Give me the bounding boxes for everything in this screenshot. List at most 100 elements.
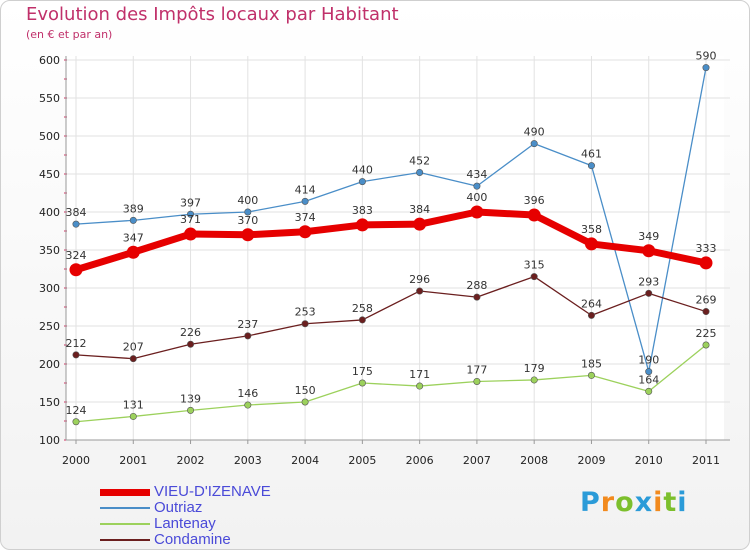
data-label: 384 [66, 206, 87, 219]
chart-title: Evolution des Impôts locaux par Habitant [26, 4, 399, 25]
data-label: 164 [638, 373, 659, 386]
y-tick-label: 600 [39, 54, 60, 67]
data-label: 185 [581, 357, 602, 370]
x-tick-label: 2006 [406, 454, 434, 467]
line-chart: 100 150 200 250 300 350 400 450 500 550 600 2000 200… [39, 50, 730, 467]
legend-swatch [100, 507, 150, 509]
x-tick-label: 2010 [635, 454, 663, 467]
data-point [473, 377, 481, 385]
data-label: 347 [123, 231, 144, 244]
y-tick-label: 100 [39, 434, 60, 447]
data-point [702, 308, 710, 316]
proxiti-logo: Proxiti [580, 487, 688, 518]
data-point [72, 220, 80, 228]
data-point [645, 368, 653, 376]
data-label: 150 [295, 384, 316, 397]
data-point [244, 332, 252, 340]
data-label: 358 [581, 223, 602, 236]
data-label: 179 [524, 362, 545, 375]
y-tick-label: 550 [39, 92, 60, 105]
data-point [416, 287, 424, 295]
data-label: 264 [581, 297, 602, 310]
data-point [584, 237, 598, 251]
data-label: 124 [66, 404, 87, 417]
data-point [301, 320, 309, 328]
x-tick-label: 2009 [577, 454, 605, 467]
x-tick-label: 2001 [119, 454, 147, 467]
data-label: 414 [295, 183, 316, 196]
data-point [129, 355, 137, 363]
data-label: 461 [581, 148, 602, 161]
data-label: 324 [66, 249, 87, 262]
data-point [416, 168, 424, 176]
y-tick-label: 150 [39, 396, 60, 409]
y-tick-label: 350 [39, 244, 60, 257]
data-point [473, 182, 481, 190]
x-tick-label: 2000 [62, 454, 90, 467]
data-point [530, 376, 538, 384]
data-label: 384 [409, 203, 430, 216]
data-label: 389 [123, 202, 144, 215]
data-point [69, 263, 83, 277]
x-tick-label: 2007 [463, 454, 491, 467]
data-label: 371 [180, 213, 201, 226]
y-tick-label: 200 [39, 358, 60, 371]
y-tick-label: 250 [39, 320, 60, 333]
logo-letter: i [653, 487, 664, 518]
data-point [587, 311, 595, 319]
data-point [642, 244, 656, 258]
series-line [74, 208, 707, 274]
y-tick-label: 450 [39, 168, 60, 181]
logo-letter: r [600, 487, 616, 518]
logo-letter: x [634, 487, 654, 518]
data-point [187, 210, 195, 218]
data-point [129, 412, 137, 420]
logo-letter: i [677, 487, 688, 518]
data-point [413, 217, 427, 231]
data-point [355, 218, 369, 232]
data-label: 396 [524, 194, 545, 207]
data-label: 288 [466, 279, 487, 292]
chart-subtitle: (en € et par an) [26, 28, 113, 41]
data-label: 400 [466, 191, 487, 204]
data-point [72, 351, 80, 359]
data-label: 374 [295, 211, 316, 224]
data-label: 590 [696, 50, 717, 63]
data-label: 293 [638, 275, 659, 288]
data-point [530, 273, 538, 281]
data-point [587, 371, 595, 379]
logo-letter: o [615, 487, 635, 518]
data-point [244, 401, 252, 409]
data-label: 171 [409, 368, 430, 381]
data-label: 370 [237, 214, 258, 227]
data-point [358, 316, 366, 324]
data-label: 253 [295, 306, 316, 319]
data-label: 269 [696, 294, 717, 307]
x-tick-label: 2003 [234, 454, 262, 467]
x-tick-label: 2004 [291, 454, 319, 467]
data-label: 237 [237, 318, 258, 331]
x-tick-label: 2002 [177, 454, 205, 467]
legend-label: Lantenay [154, 515, 216, 532]
data-point [416, 382, 424, 390]
data-point [358, 178, 366, 186]
data-label: 434 [466, 168, 487, 181]
legend-label: Condamine [154, 531, 231, 548]
data-label: 131 [123, 398, 144, 411]
data-label: 226 [180, 326, 201, 339]
logo-letter: t [663, 487, 678, 518]
data-point [184, 227, 198, 241]
data-label: 397 [180, 196, 201, 209]
legend-label: VIEU-D'IZENAVE [154, 483, 271, 500]
data-label: 349 [638, 230, 659, 243]
y-tick-label: 400 [39, 206, 60, 219]
data-label: 190 [638, 354, 659, 367]
data-point [702, 64, 710, 72]
x-tick-label: 2008 [520, 454, 548, 467]
data-point [699, 256, 713, 270]
data-point [645, 387, 653, 395]
data-label: 207 [123, 341, 144, 354]
data-point [702, 341, 710, 349]
y-tick-label: 300 [39, 282, 60, 295]
data-point [72, 418, 80, 426]
